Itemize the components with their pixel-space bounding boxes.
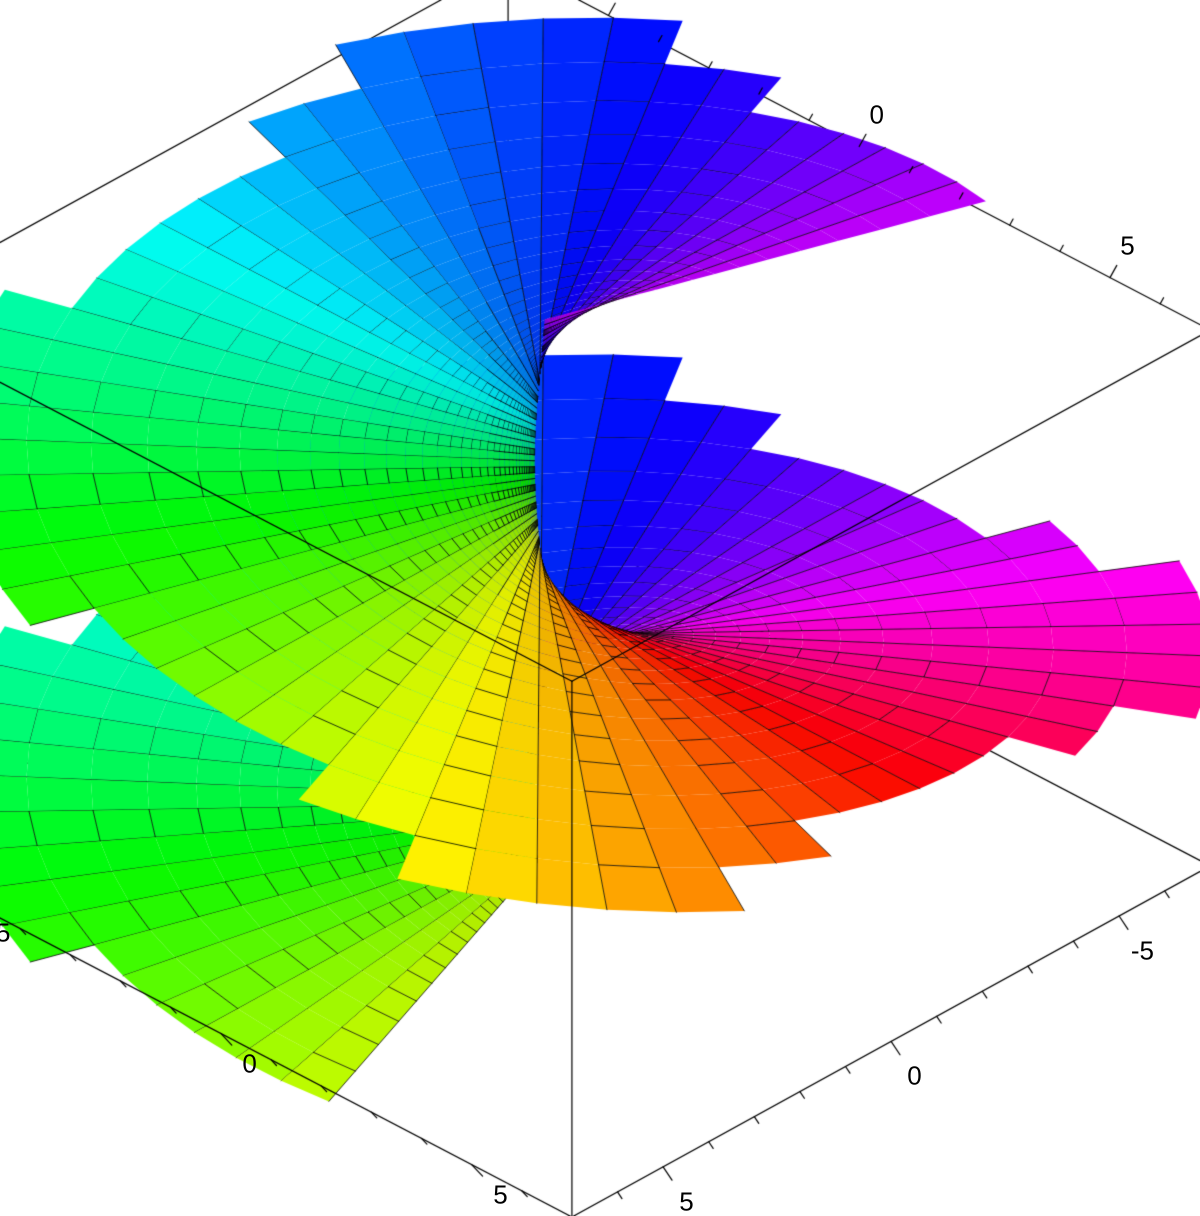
riemann-surface-plot: -505-505-505-5-2,502,5-5 xyxy=(0,0,1200,1216)
top-axis-tick-label: 5 xyxy=(1120,231,1134,262)
y-axis-tick-label: 0 xyxy=(907,1061,921,1092)
x-axis-tick-label: 5 xyxy=(493,1180,507,1211)
top-axis-tick-label: 0 xyxy=(869,100,883,131)
x-axis-tick-label: 0 xyxy=(242,1048,256,1079)
x-axis-tick-label: -5 xyxy=(0,917,10,948)
y-axis-tick-label: 5 xyxy=(679,1186,693,1216)
plot-canvas xyxy=(0,0,1200,1216)
y-axis-tick-label: -5 xyxy=(1131,935,1154,966)
